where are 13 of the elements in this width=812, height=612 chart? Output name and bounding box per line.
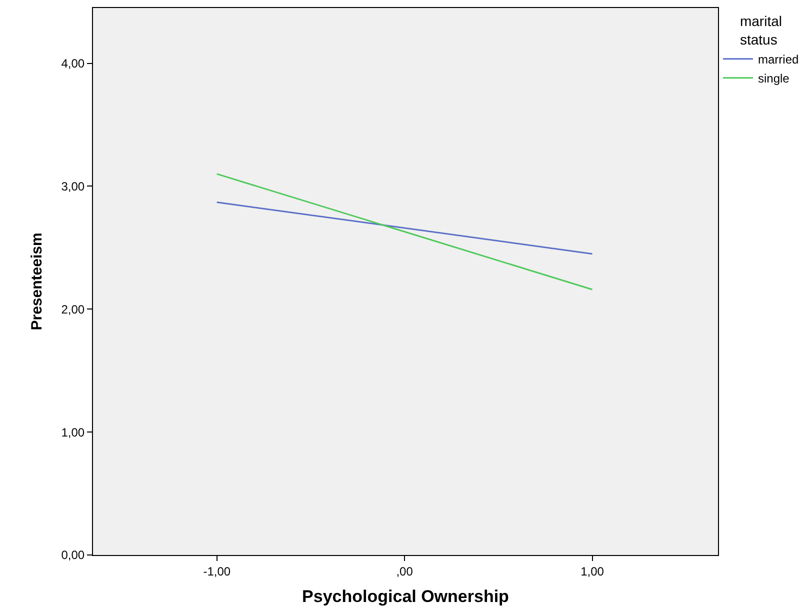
y-tick-label: 0,00: [61, 548, 85, 562]
legend-label: married: [758, 52, 799, 67]
x-axis-title: Psychological Ownership: [302, 586, 509, 606]
x-tick-label: 1,00: [580, 564, 604, 578]
legend-title: marital status: [740, 13, 782, 48]
x-tick-label: ,00: [396, 564, 414, 578]
x-tick-label: -1,00: [203, 564, 231, 578]
y-tick-label: 4,00: [61, 56, 85, 71]
y-tick-label: 2,00: [61, 302, 85, 316]
y-tick-label: 1,00: [61, 425, 85, 440]
legend-label: single: [758, 72, 790, 86]
y-axis-title: Presenteeism: [28, 232, 46, 330]
y-tick-label: 3,00: [61, 179, 85, 194]
